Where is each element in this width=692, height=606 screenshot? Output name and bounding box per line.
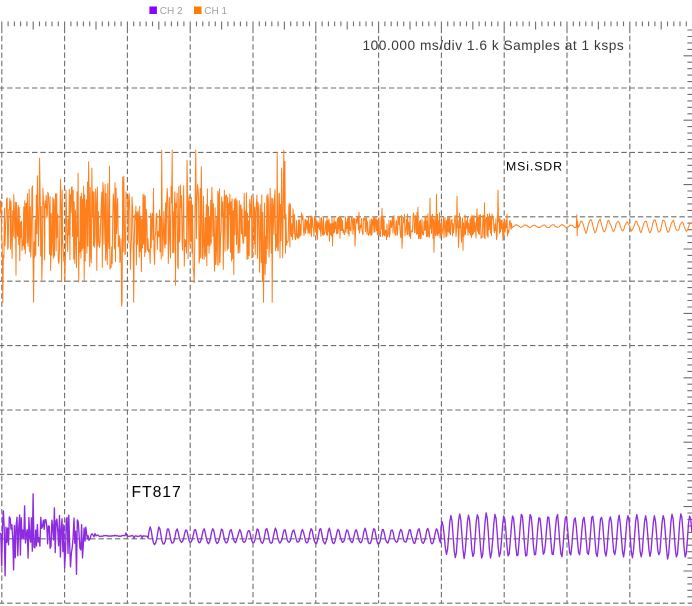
svg-text:CH 2: CH 2: [160, 6, 183, 17]
svg-text:MSi.SDR: MSi.SDR: [506, 159, 563, 173]
svg-text:FT817: FT817: [132, 484, 182, 501]
svg-text:100.000 ms/div 1.6 k Samples a: 100.000 ms/div 1.6 k Samples at 1 ksps: [363, 38, 625, 53]
svg-text:CH 1: CH 1: [204, 6, 227, 17]
